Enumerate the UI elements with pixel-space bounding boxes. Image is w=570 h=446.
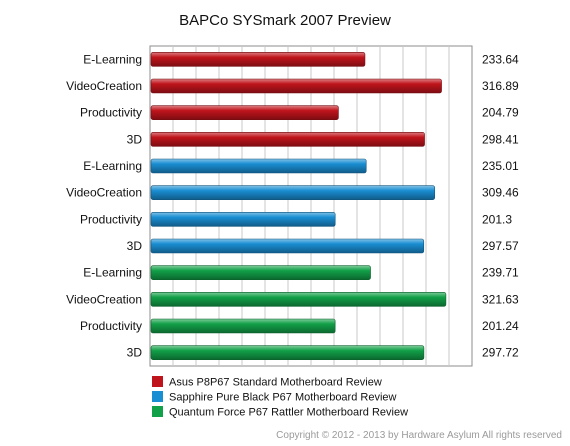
category-label: E-Learning: [83, 266, 142, 280]
category-label: Productivity: [80, 106, 142, 120]
value-label: 297.72: [482, 346, 519, 360]
legend-swatch: [152, 406, 163, 417]
value-labels: 233.64 316.89 204.79 298.41 235.01 309.46 201.…: [482, 52, 519, 359]
bar: [150, 318, 336, 334]
value-label: 204.79: [482, 106, 519, 120]
category-label: 3D: [127, 346, 143, 360]
bar: [150, 105, 339, 120]
bar: [150, 185, 436, 200]
value-label: 201.24: [482, 319, 519, 333]
category-label: 3D: [127, 132, 143, 146]
legend-label: Asus P8P67 Standard Motherboard Review: [169, 377, 382, 389]
bar: [150, 292, 447, 307]
bar: [150, 132, 425, 147]
bar: [150, 52, 366, 67]
category-label: VideoCreation: [66, 186, 142, 200]
value-label: 201.3: [482, 212, 512, 226]
category-labels: E-Learning VideoCreation Productivity 3D E-L…: [66, 52, 142, 359]
category-label: E-Learning: [83, 159, 142, 173]
legend: Asus P8P67 Standard Motherboard Review Sa…: [152, 376, 408, 419]
value-label: 298.41: [482, 132, 519, 146]
legend-swatch: [152, 391, 163, 402]
value-label: 239.71: [482, 266, 519, 280]
legend-label: Quantum Force P67 Rattler Motherboard Re…: [169, 407, 408, 419]
legend-label: Sapphire Pure Black P67 Motherboard Revi…: [169, 392, 397, 404]
bar: [150, 158, 367, 174]
value-label: 316.89: [482, 79, 519, 93]
category-label: Productivity: [80, 319, 142, 333]
value-label: 309.46: [482, 186, 519, 200]
bar: [150, 265, 371, 280]
value-label: 321.63: [482, 292, 519, 306]
category-label: VideoCreation: [66, 292, 142, 306]
bars: [150, 52, 447, 360]
category-label: E-Learning: [83, 52, 142, 66]
value-label: 233.64: [482, 52, 519, 66]
chart-title: BAPCo SYSmark 2007 Preview: [179, 12, 391, 29]
value-label: 297.57: [482, 239, 519, 253]
bar: [150, 212, 336, 227]
category-label: Productivity: [80, 212, 142, 226]
copyright-text: Copyright © 2012 - 2013 by Hardware Asyl…: [276, 430, 562, 441]
value-label: 235.01: [482, 159, 519, 173]
bar: [150, 238, 425, 254]
category-label: VideoCreation: [66, 79, 142, 93]
bar: [150, 345, 425, 360]
legend-swatch: [152, 376, 163, 387]
category-label: 3D: [127, 239, 143, 253]
gridlines: [172, 46, 450, 366]
bar: [150, 78, 442, 94]
